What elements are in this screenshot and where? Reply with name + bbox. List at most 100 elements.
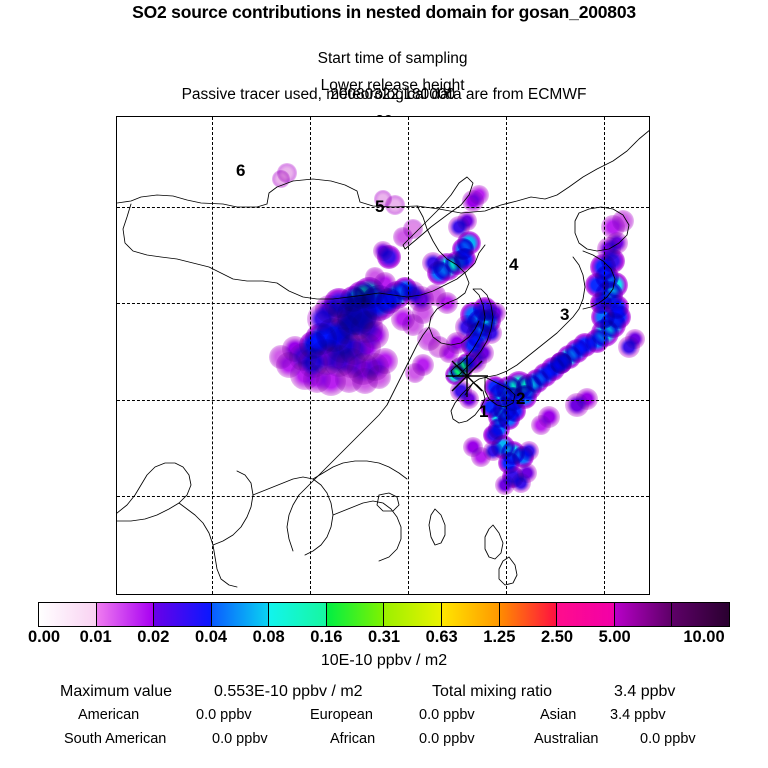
colorbar-segment-3 bbox=[211, 603, 270, 626]
colorbar-segment-5 bbox=[326, 603, 385, 626]
colorbar-tick-6: 0.31 bbox=[367, 628, 401, 646]
coastline-overlay bbox=[117, 117, 650, 595]
start-time-value: 20080322.180000 bbox=[330, 86, 456, 103]
plume-cell bbox=[459, 389, 479, 409]
european-value: 0.0 ppbv bbox=[419, 707, 475, 723]
asian-value: 3.4 ppbv bbox=[610, 707, 666, 723]
colorbar-tick-5: 0.16 bbox=[310, 628, 343, 646]
plume-cell bbox=[504, 400, 526, 422]
plume-cell bbox=[531, 415, 551, 435]
plume-cell bbox=[452, 238, 474, 260]
european-label: European bbox=[310, 707, 373, 723]
plume-cell bbox=[412, 302, 434, 324]
colorbar-tick-9: 2.50 bbox=[540, 628, 574, 646]
colorbar-segment-6 bbox=[384, 603, 443, 626]
map-region-label-4: 4 bbox=[509, 255, 519, 274]
plume-cell bbox=[472, 342, 494, 364]
american-label: American bbox=[78, 707, 140, 723]
maximum-value-value: 0.553E-10 ppbv / m2 bbox=[214, 683, 363, 700]
plume-cell bbox=[374, 190, 392, 208]
start-time-label: Start time of sampling bbox=[317, 50, 468, 67]
parallel-gridline-1 bbox=[117, 303, 649, 304]
colorbar-segment-2 bbox=[154, 603, 212, 626]
south-american-label: South American bbox=[64, 731, 167, 747]
plume-cell bbox=[480, 396, 502, 418]
map-region-label-3: 3 bbox=[560, 305, 570, 324]
plume-cell bbox=[484, 302, 506, 324]
colorbar-tick-1: 0.01 bbox=[79, 628, 112, 646]
plume-cell bbox=[361, 321, 389, 349]
colorbar-unit-label: 10E-10 ppbv / m2 bbox=[320, 652, 448, 669]
plume-cell bbox=[367, 365, 391, 389]
plume-cell bbox=[480, 322, 502, 344]
colorbar-tick-10: 5.00 bbox=[598, 628, 631, 646]
colorbar-tick-8: 1.25 bbox=[483, 628, 516, 646]
page-title: SO2 source contributions in nested domai… bbox=[132, 2, 636, 22]
colorbar bbox=[38, 602, 730, 627]
american-value: 0.0 ppbv bbox=[196, 707, 252, 723]
plume-cell bbox=[495, 475, 515, 495]
parallel-gridline-3 bbox=[117, 496, 649, 497]
plume-cell bbox=[424, 284, 446, 306]
map-region-label-2: 2 bbox=[516, 389, 526, 408]
parallel-gridline-0 bbox=[117, 207, 649, 208]
plume-cell bbox=[422, 252, 444, 274]
colorbar-tick-11: 10.00 bbox=[683, 628, 725, 646]
colorbar-gradient bbox=[38, 602, 730, 627]
colorbar-segment-0 bbox=[39, 603, 97, 626]
stats-row-summary: Maximum value 0.553E-10 ppbv / m2 Total … bbox=[0, 683, 768, 707]
colorbar-segment-4 bbox=[269, 603, 327, 626]
colorbar-tick-4: 0.08 bbox=[252, 628, 285, 646]
african-value: 0.0 ppbv bbox=[419, 731, 475, 747]
australian-value: 0.0 ppbv bbox=[640, 731, 696, 747]
australian-label: Australian bbox=[534, 731, 599, 747]
total-mixing-label: Total mixing ratio bbox=[432, 683, 553, 700]
colorbar-tick-7: 0.63 bbox=[425, 628, 458, 646]
plume-cell bbox=[484, 376, 506, 398]
maximum-value-label: Maximum value bbox=[60, 683, 173, 700]
release-site-marker-icon bbox=[446, 355, 488, 397]
colorbar-segment-8 bbox=[499, 603, 558, 626]
meridian-gridline-2 bbox=[408, 117, 409, 594]
lower-release-height-label: Lower release height bbox=[320, 77, 465, 94]
colorbar-segment-7 bbox=[442, 603, 500, 626]
concentration-plume-layer bbox=[117, 117, 649, 594]
total-mixing-value: 3.4 ppbv bbox=[614, 683, 676, 700]
meridian-gridline-0 bbox=[212, 117, 213, 594]
colorbar-tick-2: 0.02 bbox=[137, 628, 170, 646]
map-region-label-6: 6 bbox=[236, 161, 246, 180]
south-american-value: 0.0 ppbv bbox=[212, 731, 268, 747]
colorbar-segment-11 bbox=[672, 603, 729, 626]
plume-cell bbox=[469, 185, 489, 205]
map-plot-frame: 1 2 3 4 5 6 bbox=[116, 116, 650, 595]
plume-cell bbox=[373, 241, 393, 261]
stats-row-continents-2: South American 0.0 ppbv African 0.0 ppbv… bbox=[0, 731, 768, 755]
plume-cell bbox=[550, 352, 572, 374]
statistics-panel: Maximum value 0.553E-10 ppbv / m2 Total … bbox=[0, 683, 768, 755]
plume-cell bbox=[439, 343, 459, 363]
african-label: African bbox=[330, 731, 376, 747]
stats-row-continents-1: American 0.0 ppbv European 0.0 ppbv Asia… bbox=[0, 707, 768, 731]
plume-cell bbox=[269, 345, 293, 369]
plume-cell bbox=[457, 211, 477, 231]
plume-cell bbox=[471, 447, 491, 467]
plume-cell bbox=[625, 329, 645, 349]
meridian-gridline-1 bbox=[310, 117, 311, 594]
colorbar-segment-10 bbox=[614, 603, 673, 626]
colorbar-tick-3: 0.04 bbox=[194, 628, 228, 646]
plume-cell bbox=[519, 441, 539, 461]
plume-cell bbox=[585, 329, 609, 353]
plume-cell bbox=[405, 363, 425, 383]
plume-cell bbox=[576, 388, 598, 410]
plume-cell bbox=[517, 463, 537, 483]
map-region-label-5: 5 bbox=[375, 197, 385, 216]
map-region-label-1: 1 bbox=[479, 402, 489, 421]
asian-label: Asian bbox=[540, 707, 577, 723]
colorbar-segment-9 bbox=[557, 603, 615, 626]
map-canvas: 1 2 3 4 5 6 bbox=[117, 117, 649, 594]
colorbar-segment-1 bbox=[96, 603, 155, 626]
meridian-gridline-4 bbox=[604, 117, 605, 594]
colorbar-tick-0: 0.00 bbox=[27, 628, 61, 646]
tracer-note: Passive tracer used, meteorological data… bbox=[181, 86, 587, 103]
meridian-gridline-3 bbox=[506, 117, 507, 594]
